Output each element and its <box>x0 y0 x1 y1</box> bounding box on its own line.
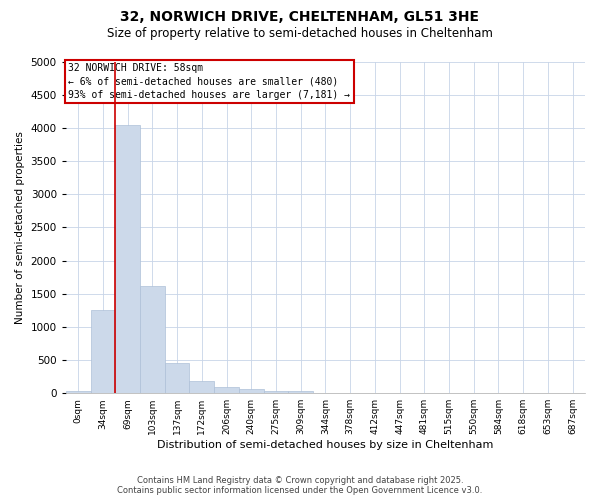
Bar <box>289 391 313 393</box>
Bar <box>115 124 140 393</box>
Bar <box>165 362 190 393</box>
Bar <box>190 382 214 393</box>
Bar <box>140 286 165 393</box>
Bar <box>239 389 263 393</box>
Bar <box>214 386 239 393</box>
Bar <box>91 310 115 393</box>
Bar <box>263 390 289 393</box>
X-axis label: Distribution of semi-detached houses by size in Cheltenham: Distribution of semi-detached houses by … <box>157 440 494 450</box>
Bar <box>66 391 91 393</box>
Y-axis label: Number of semi-detached properties: Number of semi-detached properties <box>15 131 25 324</box>
Text: Size of property relative to semi-detached houses in Cheltenham: Size of property relative to semi-detach… <box>107 28 493 40</box>
Text: 32, NORWICH DRIVE, CHELTENHAM, GL51 3HE: 32, NORWICH DRIVE, CHELTENHAM, GL51 3HE <box>121 10 479 24</box>
Text: 32 NORWICH DRIVE: 58sqm
← 6% of semi-detached houses are smaller (480)
93% of se: 32 NORWICH DRIVE: 58sqm ← 6% of semi-det… <box>68 63 350 100</box>
Text: Contains HM Land Registry data © Crown copyright and database right 2025.
Contai: Contains HM Land Registry data © Crown c… <box>118 476 482 495</box>
